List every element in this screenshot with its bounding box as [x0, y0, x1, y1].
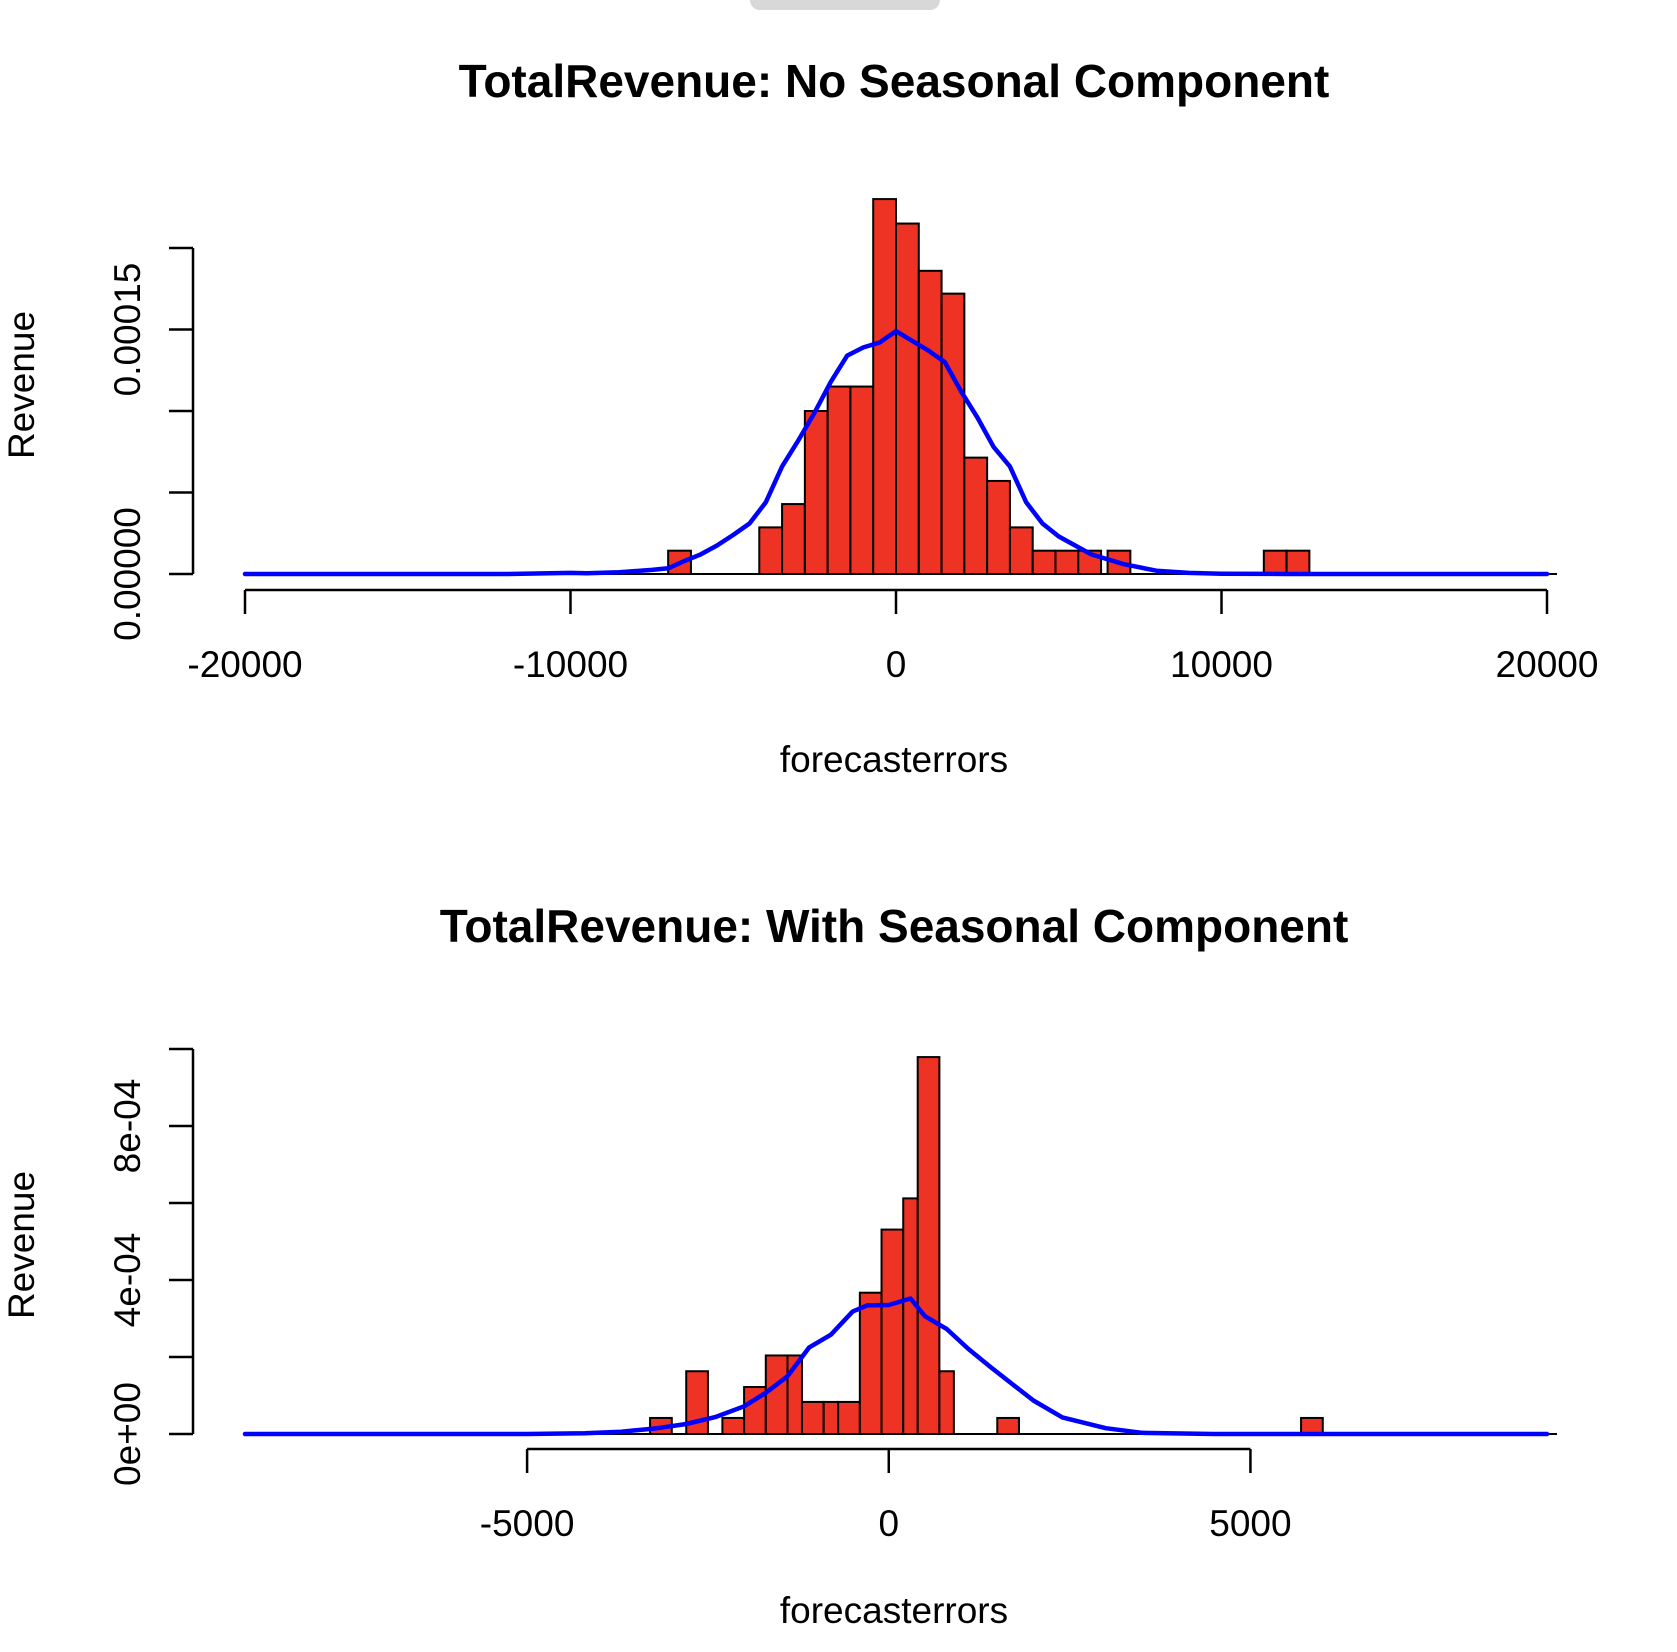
- histogram-bar: [803, 410, 829, 575]
- histogram-bar: [986, 479, 1011, 575]
- histogram-bar: [858, 1291, 883, 1435]
- histogram-bar: [800, 1400, 825, 1435]
- histogram-bar: [917, 269, 943, 575]
- histogram-bar: [940, 292, 966, 575]
- histogram-bar: [895, 222, 920, 576]
- bars-with-seasonal: [649, 1056, 1324, 1436]
- density-line: [242, 1296, 1550, 1437]
- histogram-bar: [826, 385, 852, 575]
- x-tick-label: 10000: [1170, 644, 1273, 685]
- histogram-bar: [758, 526, 784, 576]
- y-tick-label: 0.00015: [107, 263, 148, 397]
- x-axis-with-seasonal: -5000 0 5000: [480, 1447, 1292, 1544]
- histogram-bar: [880, 1228, 905, 1435]
- histogram-bar: [837, 1400, 861, 1435]
- chart-title-with-seasonal: TotalRevenue: With Seasonal Component: [440, 900, 1349, 952]
- histogram-bar: [1054, 549, 1080, 575]
- bars-no-seasonal: [667, 198, 1311, 576]
- y-axis-with-seasonal: 0e+00 4e-04 8e-04: [107, 1047, 195, 1486]
- histogram-bar: [849, 385, 875, 575]
- y-tick-label: 8e-04: [107, 1079, 148, 1174]
- x-axis-label-no-seasonal: forecasterrors: [780, 739, 1008, 780]
- y-axis-no-seasonal: 0.00000 0.00015: [107, 246, 195, 641]
- y-tick-label: 0e+00: [107, 1382, 148, 1486]
- histogram-bar: [1008, 526, 1034, 576]
- chart-title-no-seasonal: TotalRevenue: No Seasonal Component: [459, 55, 1330, 107]
- x-tick-label: 5000: [1209, 1503, 1291, 1544]
- histogram-bar: [1031, 549, 1057, 575]
- histogram-bar: [963, 456, 989, 576]
- histogram-bar: [721, 1416, 746, 1436]
- histogram-bar: [1262, 549, 1288, 575]
- y-axis-label-with-seasonal: Revenue: [1, 1171, 42, 1319]
- histogram-bar: [996, 1416, 1020, 1436]
- density-curve-with-seasonal: [242, 1296, 1550, 1437]
- histogram-bar: [872, 198, 898, 575]
- histogram-bar: [938, 1370, 955, 1435]
- histogram-bar: [781, 503, 806, 575]
- density-line: [242, 328, 1550, 577]
- histogram-bar: [902, 1197, 919, 1435]
- histogram-bar: [1300, 1416, 1324, 1436]
- histogram-bar: [1285, 549, 1311, 575]
- x-tick-label: 20000: [1496, 644, 1599, 685]
- x-tick-label: -10000: [513, 644, 628, 685]
- histogram-bar: [822, 1400, 840, 1435]
- x-axis-label-with-seasonal: forecasterrors: [780, 1590, 1008, 1631]
- histogram-bar: [916, 1056, 941, 1435]
- x-tick-label: -20000: [187, 644, 302, 685]
- y-tick-label: 0.00000: [107, 507, 148, 641]
- histogram-bar: [764, 1354, 789, 1435]
- panel-no-seasonal: TotalRevenue: No Seasonal Component fore…: [1, 55, 1598, 780]
- x-tick-label: -5000: [480, 1503, 575, 1544]
- density-curve-no-seasonal: [242, 328, 1550, 577]
- x-tick-label: 0: [878, 1503, 899, 1544]
- panel-with-seasonal: TotalRevenue: With Seasonal Component fo…: [1, 900, 1557, 1631]
- y-tick-label: 4e-04: [107, 1233, 148, 1328]
- x-tick-label: 0: [886, 644, 907, 685]
- x-axis-no-seasonal: -20000 -10000 0 10000 20000: [187, 588, 1599, 685]
- drag-handle-icon[interactable]: [750, 0, 940, 10]
- y-axis-label-no-seasonal: Revenue: [1, 311, 42, 459]
